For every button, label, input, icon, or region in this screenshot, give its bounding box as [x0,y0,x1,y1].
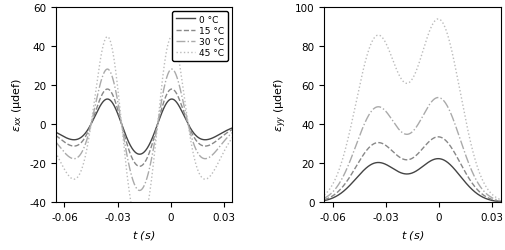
45 °C [136,228,142,231]
15 °C [128,155,134,158]
15 °C [229,128,235,132]
0 °C [120,128,126,131]
Line: 30 °C: 30 °C [56,70,232,191]
0 °C [207,138,213,141]
Y-axis label: $\varepsilon_{xx}$ (μdef): $\varepsilon_{xx}$ (μdef) [10,78,23,132]
30 °C [169,68,175,71]
30 °C [226,135,232,138]
15 °C [73,145,79,148]
Legend: 0 °C, 15 °C, 30 °C, 45 °C: 0 °C, 15 °C, 30 °C, 45 °C [172,12,227,62]
15 °C [83,134,89,137]
30 °C [73,157,79,160]
30 °C [229,132,235,134]
0 °C [169,98,175,101]
15 °C [53,134,59,137]
Line: 45 °C: 45 °C [56,38,232,230]
30 °C [53,141,59,144]
45 °C [83,150,89,154]
15 °C [207,144,213,147]
X-axis label: $t$ (s): $t$ (s) [132,228,156,241]
45 °C [128,202,134,205]
X-axis label: $t$ (s): $t$ (s) [400,228,423,241]
0 °C [229,127,235,130]
15 °C [226,130,232,134]
45 °C [120,141,126,144]
45 °C [207,175,213,178]
0 °C [128,146,134,148]
0 °C [73,138,79,141]
Y-axis label: $\varepsilon_{yy}$ (μdef): $\varepsilon_{yy}$ (μdef) [272,78,289,132]
0 °C [136,153,142,156]
30 °C [207,156,213,159]
15 °C [136,165,142,168]
15 °C [169,88,175,91]
15 °C [120,130,126,133]
30 °C [128,173,134,176]
0 °C [226,128,232,131]
30 °C [136,189,142,192]
Line: 15 °C: 15 °C [56,90,232,166]
Line: 0 °C: 0 °C [56,100,232,154]
0 °C [53,131,59,134]
45 °C [53,151,59,154]
30 °C [120,134,126,137]
45 °C [226,142,232,144]
30 °C [83,140,89,143]
45 °C [169,36,175,39]
45 °C [73,178,79,180]
0 °C [83,131,89,134]
45 °C [229,137,235,140]
